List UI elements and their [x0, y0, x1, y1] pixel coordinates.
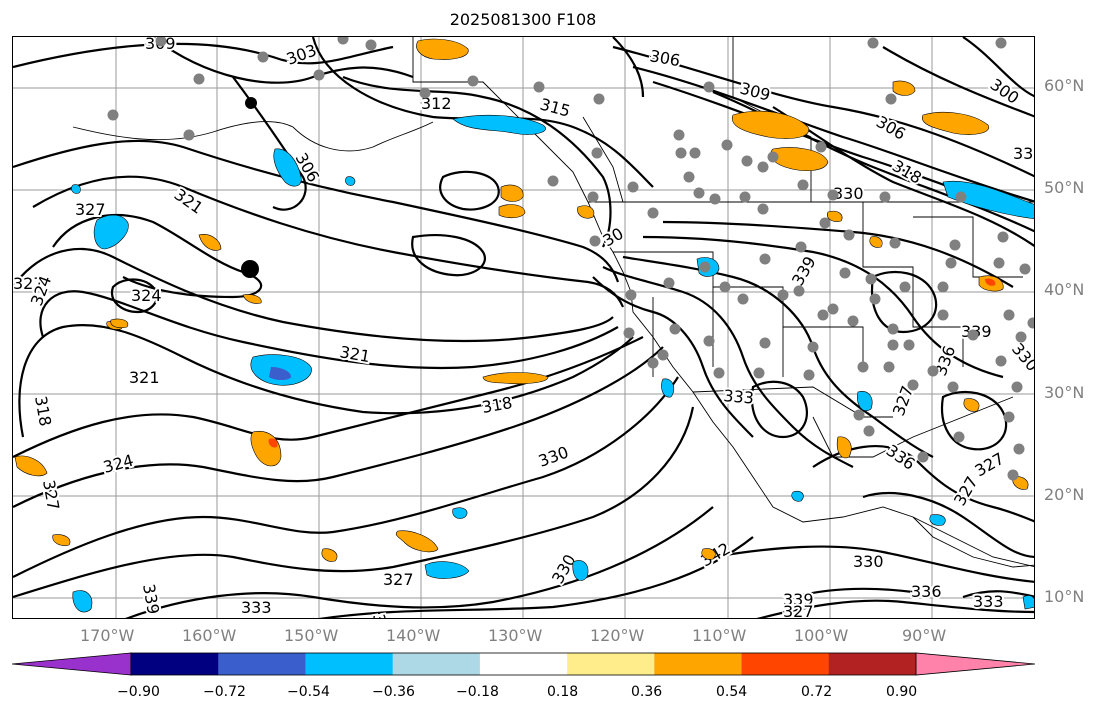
contour-label: 336: [911, 582, 942, 601]
lat-label-60n: 60°N: [1044, 76, 1085, 95]
colorbar-segment: [741, 653, 830, 675]
contour-label: 327: [75, 200, 106, 219]
lon-label-170w: 170°W: [80, 626, 135, 645]
map-canvas: 3093033063123153063093003063183273213273…: [13, 37, 1035, 619]
contour-label: 333: [241, 598, 272, 617]
contour-label: 303: [284, 40, 319, 68]
contour-label: 327: [383, 570, 414, 589]
lat-label-40n: 40°N: [1044, 280, 1085, 299]
lat-label-20n: 20°N: [1044, 485, 1085, 504]
colorbar-segment: [131, 653, 219, 675]
contour-label: 330: [833, 184, 864, 203]
contour-label: 324: [131, 286, 162, 305]
lat-label-10n: 10°N: [1044, 587, 1085, 606]
lon-label-150w: 150°W: [284, 626, 339, 645]
colorbar-segment: [305, 653, 394, 675]
colorbar-tick: 0.54: [716, 684, 748, 700]
contour-label: 318: [480, 393, 513, 417]
theta-contours: [13, 37, 1034, 618]
colorbar: [12, 652, 1035, 676]
lon-label-90w: 90°W: [902, 626, 947, 645]
contour-label: 306: [648, 46, 681, 70]
colorbar-tick: −0.72: [203, 684, 246, 700]
lon-label-140w: 140°W: [386, 626, 441, 645]
colorbar-tick: 0.18: [547, 684, 579, 700]
contour-label: 327: [13, 274, 44, 293]
lon-label-130w: 130°W: [488, 626, 543, 645]
lon-label-110w: 110°W: [692, 626, 747, 645]
observation-points: [107, 37, 1034, 481]
contour-label: 330: [536, 442, 571, 470]
colorbar-tick: −0.36: [372, 684, 415, 700]
contour-label: 321: [338, 342, 371, 366]
colorbar-segment: [218, 653, 306, 675]
contour-label: 321: [129, 368, 160, 387]
lat-label-50n: 50°N: [1044, 178, 1085, 197]
colorbar-extend-min: [12, 652, 132, 676]
colorbar-segment: [567, 653, 655, 675]
contour-label: 327: [950, 473, 982, 509]
contour-label: 333: [973, 592, 1004, 611]
lat-label-30n: 30°N: [1044, 383, 1085, 402]
lon-label-120w: 120°W: [590, 626, 645, 645]
contour-label: 300: [987, 75, 1023, 108]
colorbar-frame: [130, 652, 917, 676]
contour-label: 327: [972, 449, 1008, 481]
colorbar-extend-max: [915, 652, 1035, 676]
colorbar-tick: 0.36: [631, 684, 663, 700]
contour-label: 330: [1008, 339, 1035, 375]
colorbar-tick: 0.90: [886, 684, 918, 700]
contour-label: 339: [783, 590, 814, 609]
colorbar-tick: −0.90: [117, 684, 160, 700]
contour-label: 327: [783, 602, 814, 619]
contour-label: 333: [1013, 144, 1035, 163]
contour-label: 327: [39, 478, 63, 511]
contour-label: 318: [31, 394, 55, 427]
map-panel: 3093033063123153063093003063183273213273…: [12, 36, 1035, 619]
contour-label: 339: [788, 253, 820, 289]
contour-label: 336: [369, 612, 393, 619]
contour-label: 315: [538, 95, 572, 121]
lon-label-100w: 100°W: [794, 626, 849, 645]
colorbar-segment: [654, 653, 743, 675]
contour-label: 324: [101, 451, 135, 477]
colorbar-tick: −0.54: [287, 684, 330, 700]
colorbar-tick: 0.72: [801, 684, 833, 700]
colorbar-segment: [479, 653, 568, 675]
colorbar-tick: −0.18: [456, 684, 499, 700]
positive-shading: [14, 38, 1029, 562]
station-markers: [241, 97, 259, 278]
lon-label-160w: 160°W: [182, 626, 237, 645]
map-title: 2025081300 F108: [449, 10, 597, 29]
contour-label: 339: [139, 582, 163, 615]
colorbar-segment: [828, 653, 917, 675]
colorbar-segment: [392, 653, 481, 675]
contour-label: 330: [853, 552, 884, 571]
contour-label: 333: [723, 386, 755, 408]
